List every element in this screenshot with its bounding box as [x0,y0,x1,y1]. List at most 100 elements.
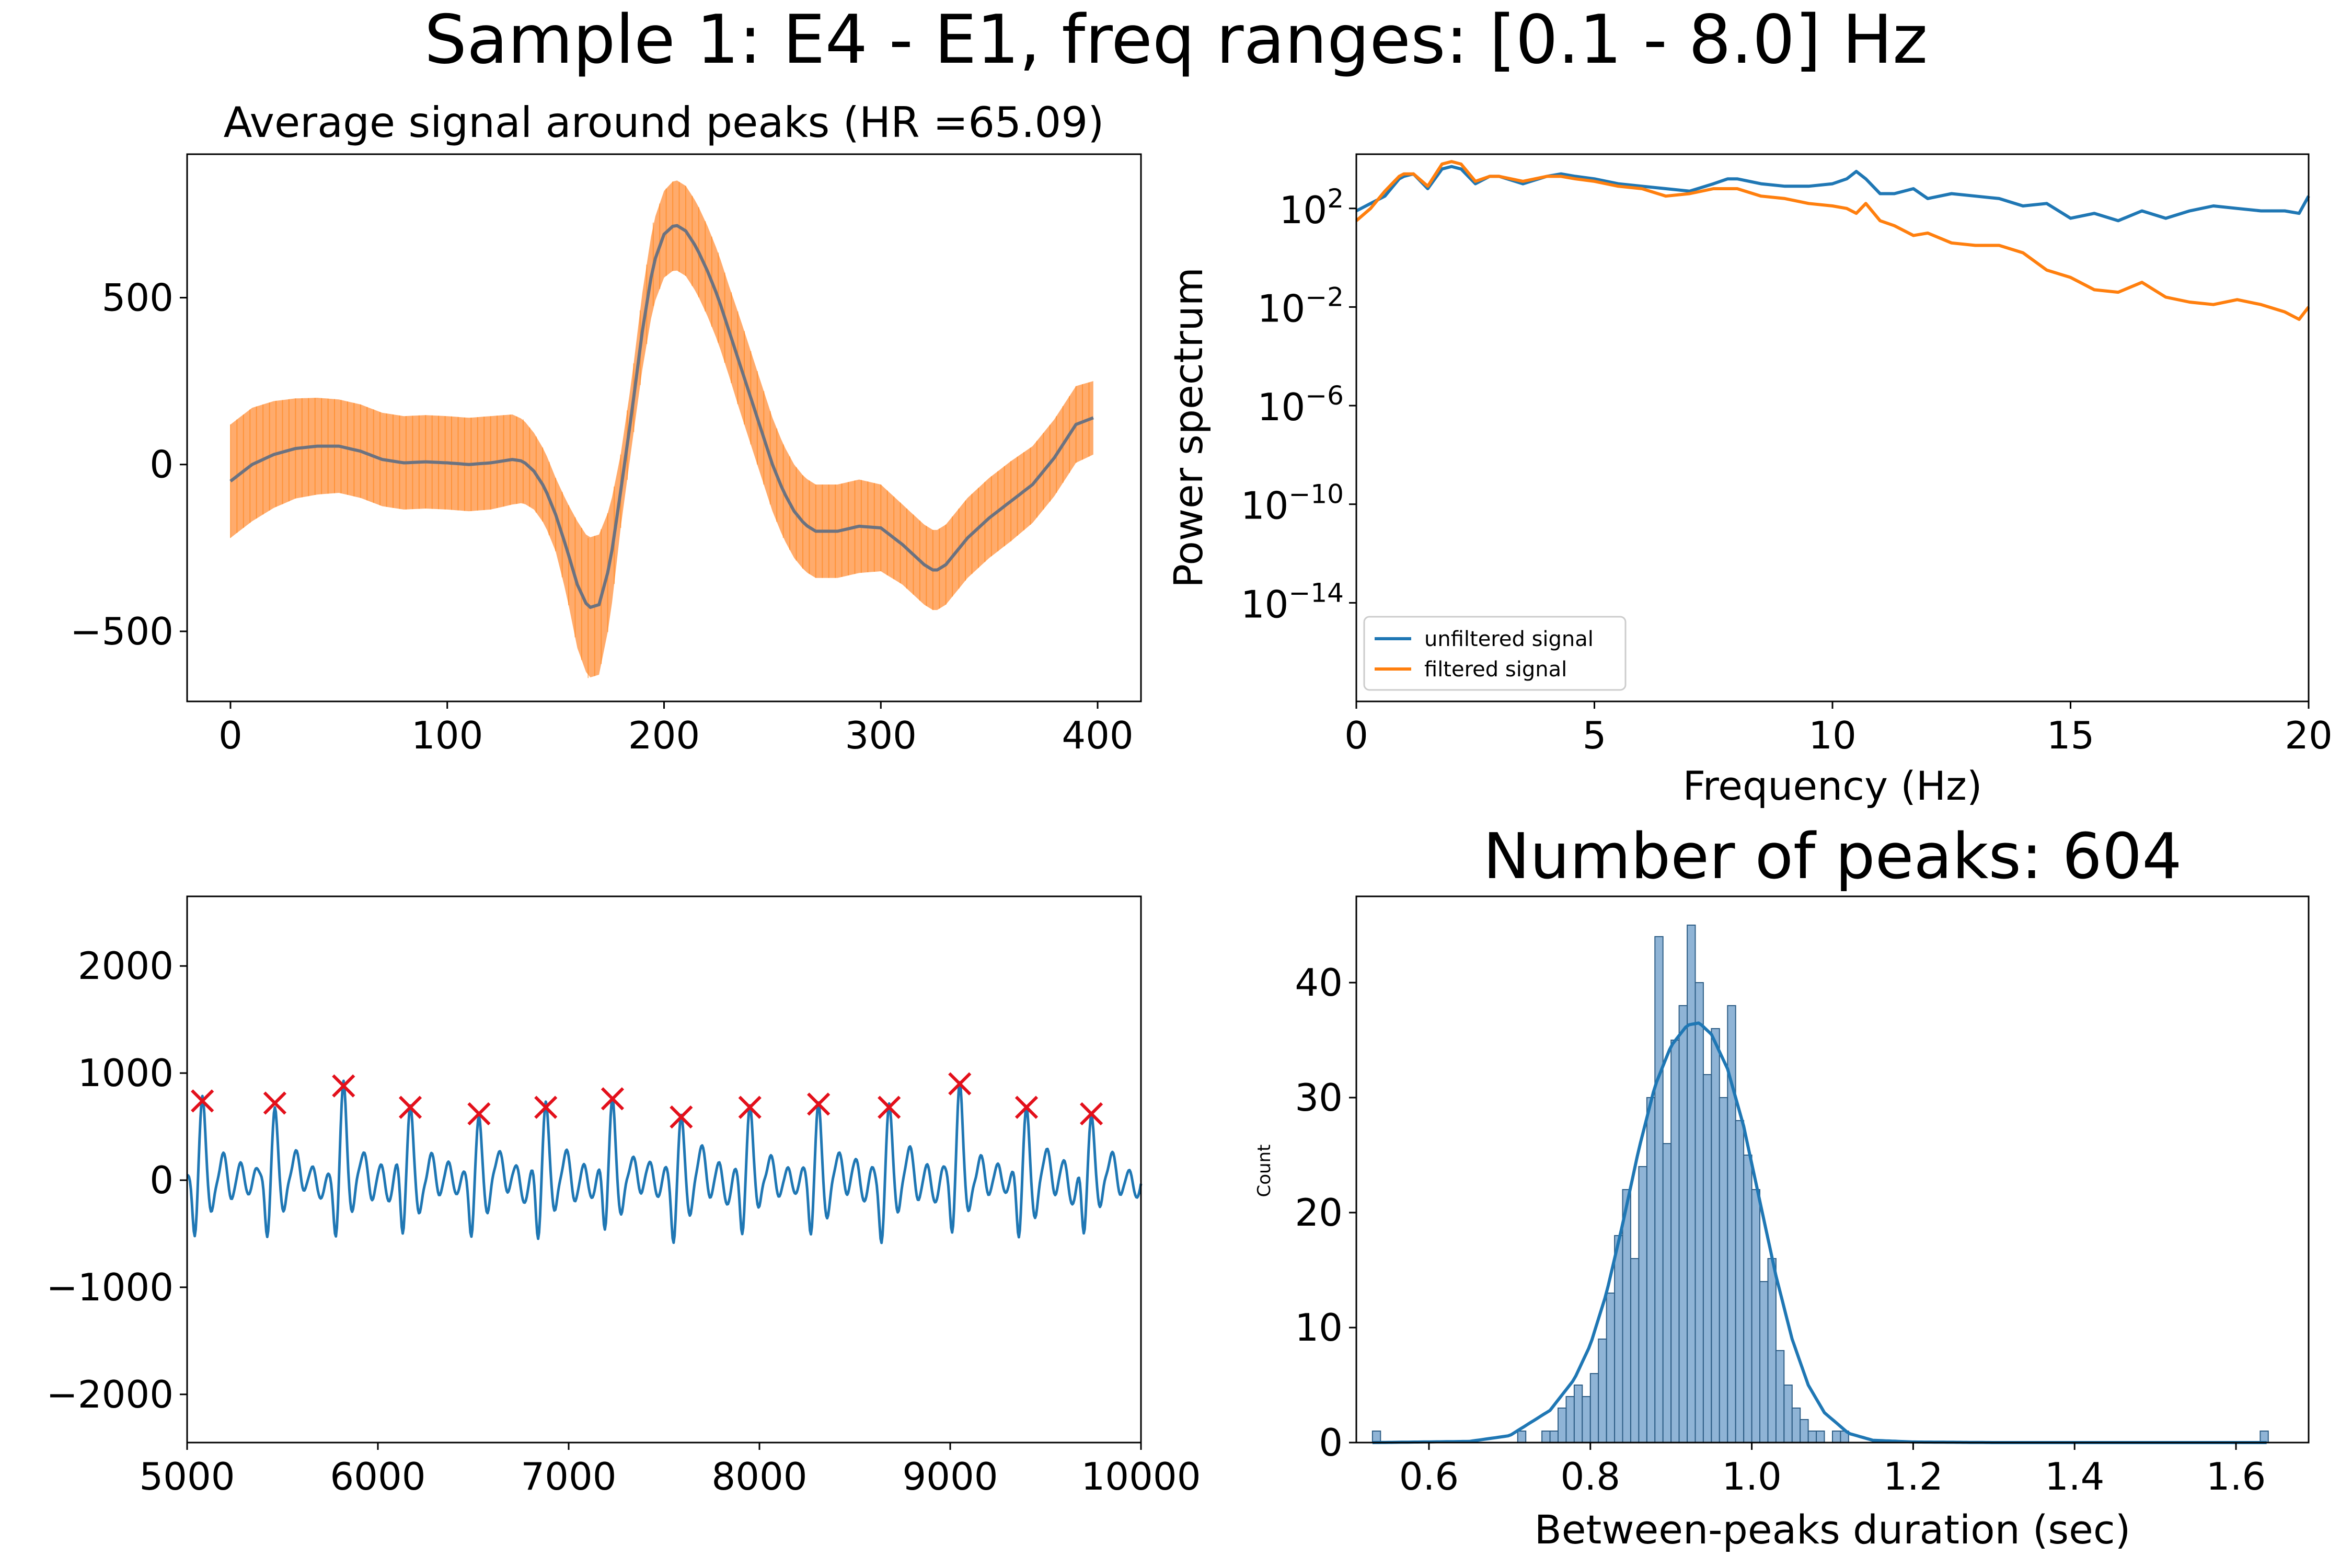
histogram-panel: Number of peaks: 604 0.6 0.8 1.0 1.2 1.4 1.6 … [1254,821,2310,1553]
histogram-xlabel: Between-peaks duration (sec) [1535,1506,2131,1553]
y-tick-base: 10 [1279,188,1328,232]
figure-suptitle: Sample 1: E4 - E1, freq ranges: [0.1 - 8… [424,1,1928,79]
y-tick-exponent: −14 [1288,578,1344,608]
histogram-y-ticks: 0 10 20 30 40 [1295,961,1356,1465]
histogram-bar [1622,1189,1631,1443]
power-spectrum-plot-area [1355,160,2310,321]
x-tick-label: 0 [1344,713,1368,757]
histogram-bar [1582,1396,1591,1443]
histogram-bar [1743,1155,1753,1443]
peak-marker [332,1074,355,1098]
y-tick-base: 10 [1258,286,1306,330]
power-spectrum-x-ticks: 0 5 10 15 20 [1344,701,2333,757]
y-tick-label: −1000 [46,1265,174,1309]
histogram-bar [1719,1097,1728,1443]
histogram-bar [1783,1385,1793,1443]
histogram-bar [1573,1385,1583,1443]
histogram-title: Number of peaks: 604 [1483,821,2182,893]
y-tick-base: 10 [1241,582,1289,626]
peak-marker [670,1105,693,1129]
y-tick-exponent: −2 [1305,282,1344,312]
x-tick-label: 1.4 [2045,1455,2105,1498]
histogram-bar [1687,925,1696,1443]
x-tick-label: 20 [2285,713,2333,757]
x-tick-label: 0.8 [1561,1455,1621,1498]
x-tick-label: 5000 [139,1455,235,1498]
x-tick-label: 400 [1062,713,1133,757]
histogram-bar [1832,1431,1841,1443]
histogram-bar [1371,1431,1381,1443]
peak-marker [467,1102,491,1126]
peak-marker [1014,1096,1039,1119]
y-tick-label: 30 [1295,1076,1343,1120]
histogram-x-ticks: 0.6 0.8 1.0 1.2 1.4 1.6 [1399,1443,2266,1498]
y-tick-base: 10 [1258,385,1306,429]
average-signal-y-ticks: −500 0 500 [70,276,187,653]
histogram-bar [1678,1005,1688,1443]
histogram-bar [1646,1097,1656,1443]
histogram-bar [1800,1419,1809,1443]
signal-peaks-panel: 5000 6000 7000 8000 9000 10000 200010000−1000… [46,895,1201,1498]
legend-filtered-label: filtered signal [1424,658,1567,682]
y-tick-label: 10−6 [1258,381,1344,429]
x-tick-label: 10000 [1081,1455,1201,1498]
y-tick-label: 2000 [78,944,174,988]
histogram-bar [1654,936,1664,1443]
peak-marker [398,1096,422,1119]
x-tick-label: 15 [2047,713,2095,757]
y-tick-label: 0 [1319,1421,1343,1465]
y-tick-label: −2000 [46,1373,174,1416]
y-tick-label: 0 [149,443,174,487]
x-tick-label: 200 [628,713,700,757]
filtered-signal-line [1355,160,2310,321]
histogram-bar [2259,1431,2269,1443]
average-signal-x-ticks: 0 100 200 300 400 [218,701,1134,757]
histogram-bar [1606,1293,1616,1443]
power-spectrum-ylabel: Power spectrum [1165,267,1212,588]
peak-marker [191,1089,214,1113]
y-tick-base: 10 [1241,484,1289,528]
average-signal-panel: Average signal around peaks (HR =65.09) … [70,98,1142,757]
y-tick-label: 40 [1295,961,1343,1005]
x-tick-label: 1.0 [1722,1455,1782,1498]
signal-line [187,1079,1143,1244]
std-band [230,180,1093,677]
histogram-bar [1638,1166,1647,1443]
histogram-bar [1759,1281,1769,1443]
y-tick-label: 10 [1295,1306,1343,1350]
x-tick-label: 300 [845,713,917,757]
signal-x-ticks: 5000 6000 7000 8000 9000 10000 [139,1443,1201,1498]
x-tick-label: 100 [411,713,483,757]
histogram-frame [1355,895,2310,1444]
histogram-bar [1589,1373,1599,1443]
y-tick-label: 1000 [78,1051,174,1095]
histogram-bar [1775,1350,1785,1443]
histogram-bar [1694,982,1704,1443]
y-tick-exponent: 2 [1327,183,1344,214]
peak-marker [601,1087,625,1111]
peak-marker [263,1091,287,1115]
y-tick-exponent: −10 [1288,479,1344,510]
histogram-bar [1735,1120,1745,1443]
histogram-bar [1598,1339,1607,1443]
histogram-bar [1816,1431,1825,1443]
y-tick-exponent: −6 [1305,381,1344,411]
x-tick-label: 0 [218,713,243,757]
peak-marker [948,1072,972,1096]
signal-y-ticks: 2000 1000 0 −1000 −2000 [46,944,187,1416]
histogram-bar [1565,1396,1575,1443]
y-tick-label: 10−2 [1258,282,1344,330]
histogram-bar [1558,1408,1567,1443]
histogram-bar [1614,1235,1623,1443]
signal-plot-area [187,1072,1143,1244]
histogram-ylabel: Count [1254,1145,1275,1197]
y-tick-label: 0 [149,1158,174,1202]
average-signal-plot-area [229,180,1094,678]
peak-marker [807,1092,831,1116]
x-tick-label: 8000 [711,1455,807,1498]
y-tick-label: 10−10 [1241,479,1344,528]
histogram-bar [1541,1431,1551,1443]
